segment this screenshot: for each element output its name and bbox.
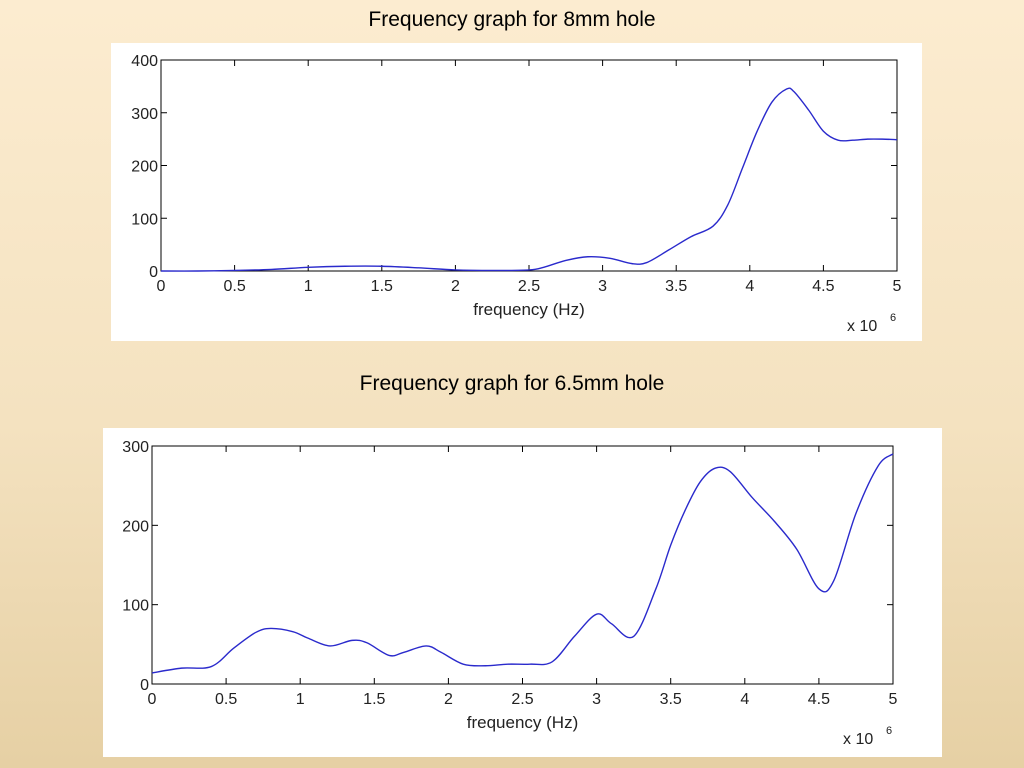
chart-2-plot: 0 0.5 1 1.5 2 2.5 3 3.5 4 4.5 5 0 100 200 300 frequency… — [122, 439, 898, 748]
chart-1-y-tick-label: 0 — [149, 264, 158, 281]
chart-2-x-multiplier: x 10 — [843, 731, 873, 748]
chart-2-x-axis-label: frequency (Hz) — [467, 713, 578, 732]
chart-2-x-tick-label: 3.5 — [660, 691, 682, 708]
chart-1-x-axis-label: frequency (Hz) — [473, 300, 584, 319]
chart-1-x-multiplier: x 10 — [847, 318, 877, 335]
chart-1-x-multiplier-exponent: 6 — [890, 312, 896, 324]
chart-1-x-tick-label: 0 — [157, 278, 166, 295]
chart-1-y-tick-label: 400 — [131, 53, 158, 70]
chart-1-axes-box — [160, 59, 898, 272]
chart-1-x-tick-label: 1 — [304, 278, 313, 295]
chart-2-x-multiplier-exponent: 6 — [886, 725, 892, 737]
chart-2-x-tick-label: 1.5 — [363, 691, 385, 708]
chart-1-x-tick-label: 0.5 — [223, 278, 245, 295]
chart-1-x-tick-label: 3 — [598, 278, 607, 295]
chart-1-panel: 0 0.5 1 1.5 2 2.5 3 3.5 4 4.5 5 0 100 200 300 400 freque… — [111, 43, 922, 341]
chart-1-y-tick-label: 100 — [131, 211, 158, 228]
chart-1-x-tick-label: 4.5 — [812, 278, 834, 295]
chart-2-x-tick-label: 2 — [444, 691, 453, 708]
chart-2-x-tick-label: 3 — [592, 691, 601, 708]
chart-2-x-tick-label: 5 — [889, 691, 898, 708]
chart-1-y-tick-label: 200 — [131, 159, 158, 176]
chart-2-x-tick-label: 2.5 — [511, 691, 533, 708]
chart-2-x-tick-label: 4 — [740, 691, 749, 708]
chart-2-panel: 0 0.5 1 1.5 2 2.5 3 3.5 4 4.5 5 0 100 200 300 frequency… — [103, 428, 942, 757]
chart-2-axes-box — [151, 445, 894, 685]
chart-2-x-tick-label: 4.5 — [808, 691, 830, 708]
chart-2-y-tick-label: 200 — [122, 518, 149, 535]
chart-2-y-tick-label: 0 — [140, 677, 149, 694]
chart-1-caption: Frequency graph for 8mm hole — [368, 8, 656, 31]
chart-1-x-tick-label: 1.5 — [371, 278, 393, 295]
chart-2-series-line — [151, 453, 894, 674]
chart-1-plot: 0 0.5 1 1.5 2 2.5 3 3.5 4 4.5 5 0 100 200 300 400 freque… — [131, 53, 902, 335]
chart-2-caption: Frequency graph for 6.5mm hole — [359, 372, 665, 395]
chart-1-y-tick-label: 300 — [131, 106, 158, 123]
chart-2-x-tick-label: 1 — [296, 691, 305, 708]
chart-2-y-tick-label: 300 — [122, 439, 149, 456]
chart-1-x-tick-label: 5 — [893, 278, 902, 295]
chart-2-y-tick-label: 100 — [122, 598, 149, 615]
chart-2-x-tick-label: 0 — [148, 691, 157, 708]
chart-1-series-line — [160, 87, 898, 272]
chart-1-x-tick-label: 2.5 — [518, 278, 540, 295]
chart-1-x-tick-label: 3.5 — [665, 278, 687, 295]
chart-1-x-tick-label: 2 — [451, 278, 460, 295]
chart-2-x-tick-label: 0.5 — [215, 691, 237, 708]
chart-1-x-tick-label: 4 — [745, 278, 754, 295]
